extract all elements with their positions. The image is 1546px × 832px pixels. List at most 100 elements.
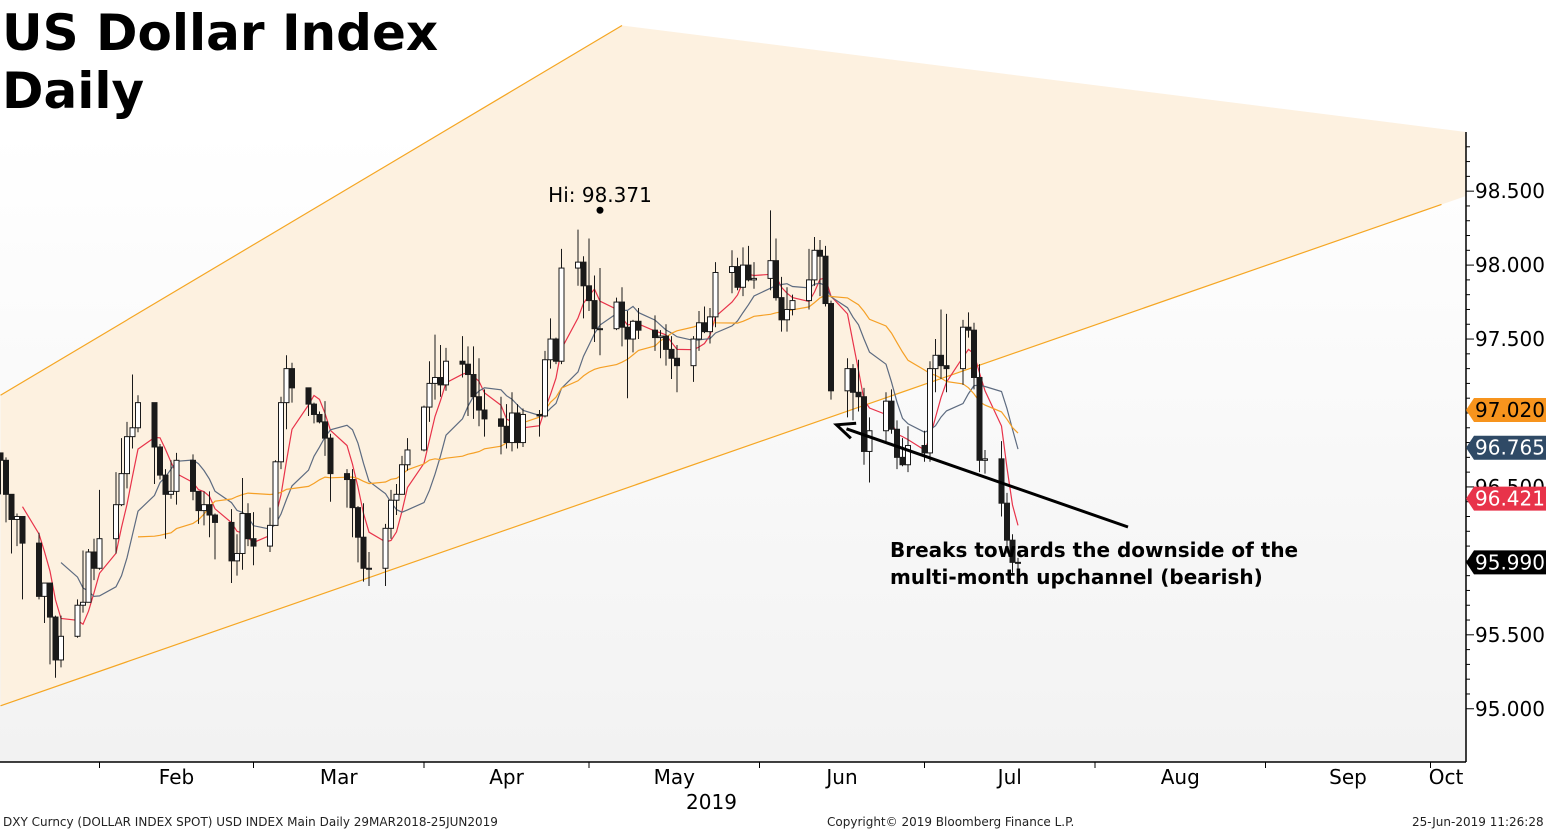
- title-line-1: US Dollar Index: [2, 4, 439, 62]
- candle-body: [74, 604, 81, 637]
- candle-body: [41, 582, 48, 597]
- candle-body: [674, 357, 680, 367]
- candle-body: [580, 261, 587, 287]
- candle-body: [938, 354, 944, 367]
- candle: [789, 294, 796, 316]
- candle-body: [481, 409, 488, 420]
- candle: [278, 396, 284, 470]
- candle: [118, 438, 125, 507]
- candle-body: [806, 279, 812, 302]
- candle: [971, 322, 977, 390]
- candle: [234, 534, 240, 576]
- candle-body: [151, 402, 158, 448]
- candle-body: [283, 368, 290, 404]
- candle: [855, 359, 862, 412]
- candle-body: [426, 382, 433, 408]
- candle-body: [349, 479, 356, 509]
- annotation-line-1: Breaks towards the downside of the: [890, 538, 1298, 562]
- candle-body: [212, 514, 218, 523]
- candle-body: [366, 567, 372, 570]
- candle: [349, 469, 356, 538]
- candle: [861, 387, 867, 465]
- channel-lower-line: [0, 203, 1442, 707]
- candle: [806, 248, 812, 310]
- candle: [195, 490, 202, 524]
- price-tag-box: [1466, 398, 1546, 423]
- candle-body: [311, 403, 317, 415]
- candle-body: [767, 260, 774, 279]
- x-tick-label: Jun: [824, 765, 857, 789]
- candle: [421, 405, 427, 452]
- candle: [157, 444, 163, 480]
- x-tick-label: Oct: [1429, 765, 1464, 789]
- candle: [558, 248, 565, 365]
- candle-body: [828, 303, 834, 392]
- candle: [168, 460, 174, 499]
- candle-body: [575, 261, 581, 269]
- y-tick-label: 98.000: [1475, 253, 1545, 277]
- candle: [850, 364, 856, 421]
- price-tags: 97.020 96.765 96.421 95.990: [1466, 398, 1546, 575]
- footer-source: DXY Curncy (DOLLAR INDEX SPOT) USD INDEX…: [3, 815, 498, 829]
- candle-body: [360, 536, 367, 569]
- price-tag-label: 96.765: [1475, 436, 1545, 460]
- price-tag: 96.765: [1466, 435, 1546, 460]
- candle: [360, 503, 367, 582]
- candle-body: [547, 338, 554, 361]
- candle: [591, 275, 598, 342]
- candle: [228, 509, 235, 584]
- candle: [674, 344, 680, 393]
- candle-body: [822, 255, 829, 305]
- candle-body: [393, 493, 400, 501]
- candle: [289, 362, 295, 403]
- candle-body: [162, 474, 169, 495]
- candle: [580, 256, 587, 319]
- candle: [272, 460, 279, 526]
- candle-body: [509, 412, 515, 444]
- candle: [311, 402, 317, 424]
- candle-body: [855, 391, 862, 398]
- candle-body: [1009, 539, 1016, 563]
- candle-body: [47, 582, 53, 618]
- candle: [751, 262, 757, 289]
- candle-body: [135, 402, 141, 429]
- candle-body: [921, 445, 928, 454]
- candlesticks: [0, 210, 1021, 678]
- candle: [19, 516, 26, 600]
- candle-body: [36, 542, 42, 597]
- candle-body: [289, 368, 295, 389]
- candle-body: [201, 504, 207, 512]
- candle-body: [789, 300, 796, 310]
- high-label: Hi: 98.371: [548, 183, 652, 207]
- candle-body: [113, 504, 119, 540]
- high-marker: [596, 206, 604, 214]
- candle-body: [817, 249, 823, 257]
- candle-body: [927, 368, 933, 454]
- annotation-line-2: multi-month upchannel (bearish): [890, 565, 1263, 589]
- candle: [707, 307, 713, 344]
- y-tick-label: 98.500: [1475, 179, 1545, 203]
- candle: [459, 336, 466, 378]
- ma-20-line: [137, 294, 1019, 538]
- candle-body: [784, 308, 790, 321]
- candle-body: [355, 507, 361, 538]
- candle-body: [734, 266, 741, 288]
- candle-body: [729, 266, 735, 273]
- candle: [327, 433, 334, 502]
- candle-body: [624, 326, 631, 340]
- candle-body: [811, 249, 818, 281]
- price-tag-box: [1466, 486, 1546, 511]
- candle: [1015, 557, 1021, 584]
- candle: [36, 532, 42, 600]
- candle-body: [701, 322, 708, 333]
- candle-body: [465, 363, 471, 376]
- candle-body: [118, 473, 125, 506]
- candle: [586, 238, 592, 311]
- candle-body: [982, 458, 988, 461]
- candle: [597, 268, 603, 356]
- candle: [443, 347, 449, 391]
- candle: [938, 309, 944, 379]
- candle-body: [712, 271, 719, 318]
- candle-body: [657, 335, 664, 339]
- candle-body: [327, 437, 334, 475]
